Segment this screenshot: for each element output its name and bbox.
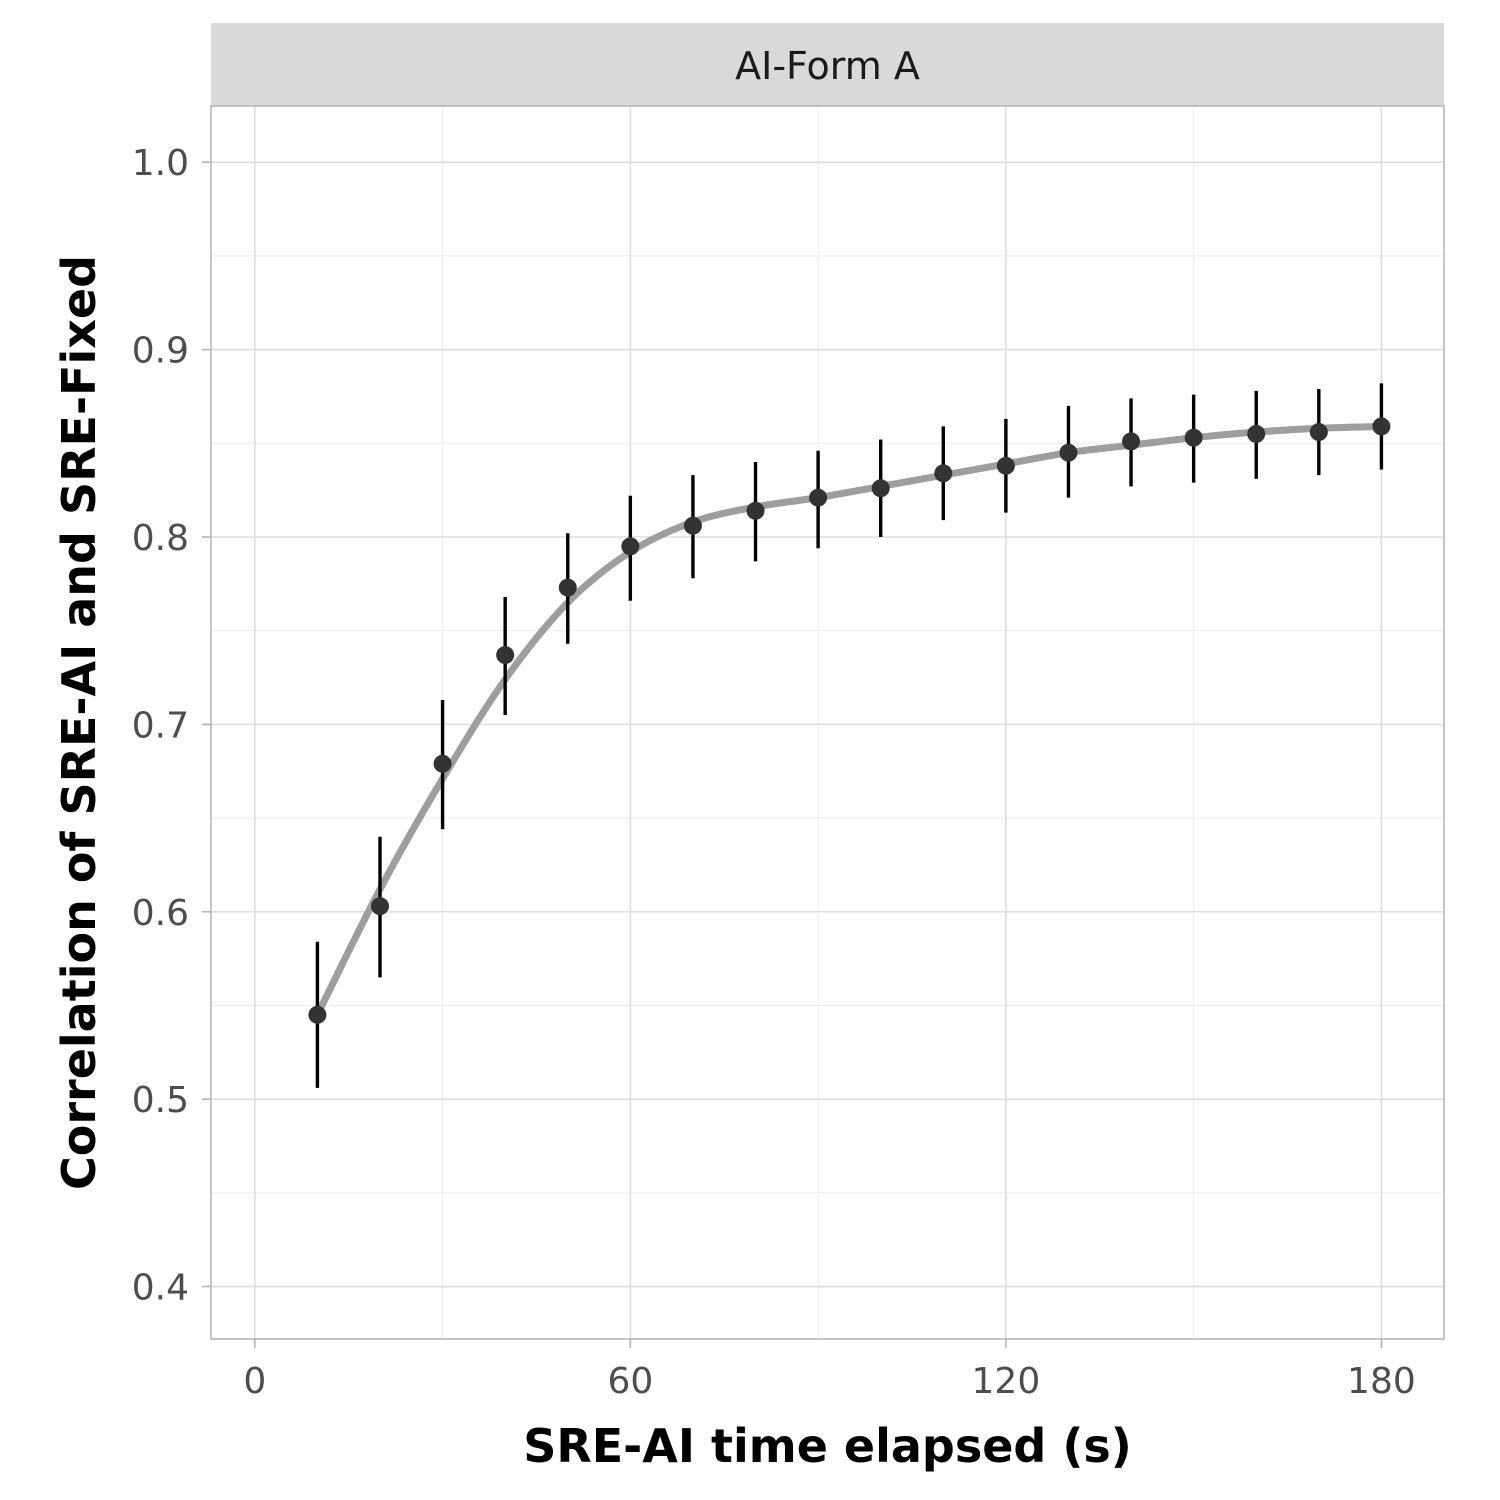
data-point [1247,424,1266,443]
data-point [308,1005,327,1024]
data-point [433,754,452,773]
data-point [996,456,1015,475]
y-tick-label: 0.7 [132,705,189,746]
data-point [1122,432,1141,451]
data-point [934,464,953,483]
major-gridlines [211,106,1444,1339]
x-axis-ticks: 0 60 120 180 [243,1339,1416,1402]
y-tick-label: 0.8 [132,518,189,559]
data-point [1372,417,1391,436]
data-point [746,501,765,520]
data-point [1059,443,1078,462]
data-point [683,516,702,535]
y-tick-label: 1.0 [132,143,189,184]
data-point [871,479,890,498]
data-point [370,897,389,916]
data-point [558,578,577,597]
x-tick-label: 180 [1347,1361,1416,1402]
y-tick-label: 0.4 [132,1268,189,1309]
facet-label: AI-Form A [735,44,920,88]
y-tick-label: 0.6 [132,893,189,934]
plot-panel [211,106,1444,1339]
y-tick-label: 0.9 [132,331,189,372]
x-axis-title: SRE-AI time elapsed (s) [523,1419,1132,1473]
facet-strip [211,23,1444,106]
x-tick-label: 120 [972,1361,1041,1402]
x-tick-label: 0 [243,1361,266,1402]
panel-border [210,105,1445,1340]
data-point [809,488,828,507]
data-point [1309,423,1328,442]
y-axis-title: Correlation of SRE-AI and SRE-Fixed [52,255,106,1190]
y-axis-ticks: 0.4 0.5 0.6 0.7 0.8 0.9 1.0 [132,143,211,1309]
y-tick-label: 0.5 [132,1080,189,1121]
data-point [621,537,640,556]
data-points [308,417,1391,1024]
data-point [496,646,515,665]
data-point [1184,428,1203,447]
x-tick-label: 60 [607,1361,653,1402]
